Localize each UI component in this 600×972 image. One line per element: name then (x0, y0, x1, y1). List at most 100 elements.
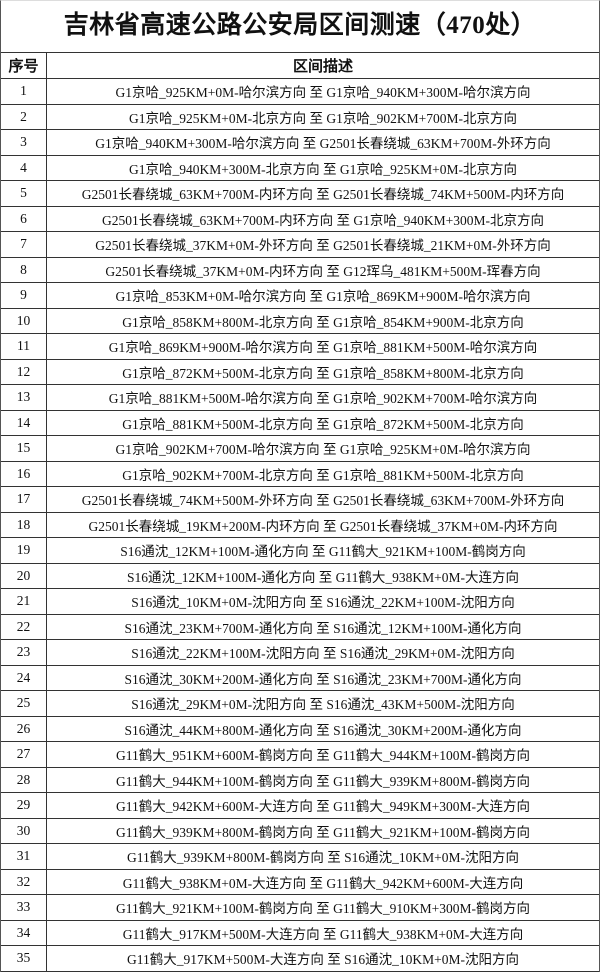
row-description-cell: G2501长春绕城_63KM+700M-内环方向 至 G1京哈_940KM+30… (46, 205, 599, 232)
table-row: 17 G2501长春绕城_74KM+500M-外环方向 至 G2501长春绕城_6… (1, 486, 599, 513)
row-description-cell: G11鹤大_939KM+800M-鹤岗方向 至 S16通沈_10KM+0M-沈阳… (46, 843, 599, 870)
row-index-cell: 12 (1, 358, 47, 385)
table-row: 31 G11鹤大_939KM+800M-鹤岗方向 至 S16通沈_10KM+0M-… (1, 843, 599, 870)
table-row: 28 G11鹤大_944KM+100M-鹤岗方向 至 G11鹤大_939KM+80… (1, 766, 599, 793)
row-index-cell: 8 (1, 256, 47, 283)
column-header-description: 区间描述 (46, 53, 599, 79)
table-row: 19 S16通沈_12KM+100M-通化方向 至 G11鹤大_921KM+100… (1, 537, 599, 564)
table-row: 33 G11鹤大_921KM+100M-鹤岗方向 至 G11鹤大_910KM+30… (1, 894, 599, 921)
table-row: 18 G2501长春绕城_19KM+200M-内环方向 至 G2501长春绕城_3… (1, 511, 599, 538)
table-row: 23 S16通沈_22KM+100M-沈阳方向 至 S16通沈_29KM+0M-沈… (1, 639, 599, 666)
row-index-cell: 32 (1, 868, 47, 895)
row-index-cell: 18 (1, 511, 47, 538)
table-row: 9 G1京哈_853KM+0M-哈尔滨方向 至 G1京哈_869KM+900M-哈… (1, 282, 599, 309)
table-row: 25 S16通沈_29KM+0M-沈阳方向 至 S16通沈_43KM+500M-沈… (1, 690, 599, 717)
table-row: 13 G1京哈_881KM+500M-哈尔滨方向 至 G1京哈_902KM+700… (1, 384, 599, 411)
row-index-cell: 7 (1, 231, 47, 258)
row-index-cell: 1 (1, 78, 47, 105)
table-row: 3 G1京哈_940KM+300M-哈尔滨方向 至 G2501长春绕城_63KM+… (1, 129, 599, 156)
table-row: 1 G1京哈_925KM+0M-哈尔滨方向 至 G1京哈_940KM+300M-哈… (1, 78, 599, 105)
table-row: 8 G2501长春绕城_37KM+0M-内环方向 至 G12珲乌_481KM+50… (1, 256, 599, 283)
row-description-cell: G2501长春绕城_63KM+700M-内环方向 至 G2501长春绕城_74K… (46, 180, 599, 207)
row-index-cell: 2 (1, 103, 47, 130)
row-description-cell: G11鹤大_939KM+800M-鹤岗方向 至 G11鹤大_921KM+100M… (46, 817, 599, 844)
row-description-cell: G1京哈_940KM+300M-北京方向 至 G1京哈_925KM+0M-北京方… (46, 154, 599, 181)
row-description-cell: G1京哈_902KM+700M-北京方向 至 G1京哈_881KM+500M-北… (46, 460, 599, 487)
table-header-row: 序号 区间描述 (1, 53, 599, 79)
row-index-cell: 11 (1, 333, 47, 360)
row-index-cell: 33 (1, 894, 47, 921)
row-description-cell: S16通沈_22KM+100M-沈阳方向 至 S16通沈_29KM+0M-沈阳方… (46, 639, 599, 666)
row-index-cell: 20 (1, 562, 47, 589)
row-description-cell: G11鹤大_917KM+500M-大连方向 至 G11鹤大_938KM+0M-大… (46, 919, 599, 946)
table-row: 21 S16通沈_10KM+0M-沈阳方向 至 S16通沈_22KM+100M-沈… (1, 588, 599, 615)
row-description-cell: S16通沈_29KM+0M-沈阳方向 至 S16通沈_43KM+500M-沈阳方… (46, 690, 599, 717)
row-index-cell: 22 (1, 613, 47, 640)
row-description-cell: G11鹤大_938KM+0M-大连方向 至 G11鹤大_942KM+600M-大… (46, 868, 599, 895)
table-row: 12 G1京哈_872KM+500M-北京方向 至 G1京哈_858KM+800M… (1, 358, 599, 385)
table-row: 7 G2501长春绕城_37KM+0M-外环方向 至 G2501长春绕城_21KM… (1, 231, 599, 258)
table-row: 14 G1京哈_881KM+500M-北京方向 至 G1京哈_872KM+500M… (1, 409, 599, 436)
row-description-cell: S16通沈_12KM+100M-通化方向 至 G11鹤大_938KM+0M-大连… (46, 562, 599, 589)
row-index-cell: 25 (1, 690, 47, 717)
row-index-cell: 29 (1, 792, 47, 819)
row-index-cell: 31 (1, 843, 47, 870)
table-row: 2 G1京哈_925KM+0M-北京方向 至 G1京哈_902KM+700M-北京… (1, 103, 599, 130)
table-row: 16 G1京哈_902KM+700M-北京方向 至 G1京哈_881KM+500M… (1, 460, 599, 487)
row-index-cell: 35 (1, 945, 47, 972)
row-index-cell: 28 (1, 766, 47, 793)
table-row: 15 G1京哈_902KM+700M-哈尔滨方向 至 G1京哈_925KM+0M-… (1, 435, 599, 462)
row-description-cell: G1京哈_940KM+300M-哈尔滨方向 至 G2501长春绕城_63KM+7… (46, 129, 599, 156)
page-title: 吉林省高速公路公安局区间测速（470处） (1, 1, 599, 53)
table-row: 6 G2501长春绕城_63KM+700M-内环方向 至 G1京哈_940KM+3… (1, 205, 599, 232)
row-description-cell: S16通沈_23KM+700M-通化方向 至 S16通沈_12KM+100M-通… (46, 613, 599, 640)
table-row: 10 G1京哈_858KM+800M-北京方向 至 G1京哈_854KM+900M… (1, 307, 599, 334)
row-description-cell: S16通沈_10KM+0M-沈阳方向 至 S16通沈_22KM+100M-沈阳方… (46, 588, 599, 615)
row-index-cell: 21 (1, 588, 47, 615)
row-description-cell: G11鹤大_917KM+500M-大连方向 至 S16通沈_10KM+0M-沈阳… (46, 945, 599, 972)
row-index-cell: 3 (1, 129, 47, 156)
row-description-cell: G1京哈_853KM+0M-哈尔滨方向 至 G1京哈_869KM+900M-哈尔… (46, 282, 599, 309)
row-index-cell: 26 (1, 715, 47, 742)
row-index-cell: 24 (1, 664, 47, 691)
row-description-cell: G1京哈_881KM+500M-北京方向 至 G1京哈_872KM+500M-北… (46, 409, 599, 436)
row-index-cell: 4 (1, 154, 47, 181)
row-description-cell: G2501长春绕城_74KM+500M-外环方向 至 G2501长春绕城_63K… (46, 486, 599, 513)
table-row: 35 G11鹤大_917KM+500M-大连方向 至 S16通沈_10KM+0M-… (1, 945, 599, 972)
row-description-cell: G1京哈_925KM+0M-哈尔滨方向 至 G1京哈_940KM+300M-哈尔… (46, 78, 599, 105)
row-description-cell: G2501长春绕城_19KM+200M-内环方向 至 G2501长春绕城_37K… (46, 511, 599, 538)
table-row: 26 S16通沈_44KM+800M-通化方向 至 S16通沈_30KM+200M… (1, 715, 599, 742)
row-description-cell: G2501长春绕城_37KM+0M-内环方向 至 G12珲乌_481KM+500… (46, 256, 599, 283)
row-description-cell: G1京哈_872KM+500M-北京方向 至 G1京哈_858KM+800M-北… (46, 358, 599, 385)
table-row: 20 S16通沈_12KM+100M-通化方向 至 G11鹤大_938KM+0M-… (1, 562, 599, 589)
row-index-cell: 27 (1, 741, 47, 768)
row-index-cell: 6 (1, 205, 47, 232)
speed-section-table: 序号 区间描述 1 G1京哈_925KM+0M-哈尔滨方向 至 G1京哈_940K… (1, 53, 599, 972)
row-index-cell: 23 (1, 639, 47, 666)
row-index-cell: 5 (1, 180, 47, 207)
row-description-cell: S16通沈_30KM+200M-通化方向 至 S16通沈_23KM+700M-通… (46, 664, 599, 691)
row-index-cell: 34 (1, 919, 47, 946)
table-row: 24 S16通沈_30KM+200M-通化方向 至 S16通沈_23KM+700M… (1, 664, 599, 691)
row-description-cell: G1京哈_902KM+700M-哈尔滨方向 至 G1京哈_925KM+0M-哈尔… (46, 435, 599, 462)
table-row: 4 G1京哈_940KM+300M-北京方向 至 G1京哈_925KM+0M-北京… (1, 154, 599, 181)
row-index-cell: 30 (1, 817, 47, 844)
row-description-cell: G1京哈_869KM+900M-哈尔滨方向 至 G1京哈_881KM+500M-… (46, 333, 599, 360)
table-row: 5 G2501长春绕城_63KM+700M-内环方向 至 G2501长春绕城_74… (1, 180, 599, 207)
row-index-cell: 17 (1, 486, 47, 513)
row-index-cell: 16 (1, 460, 47, 487)
row-description-cell: S16通沈_12KM+100M-通化方向 至 G11鹤大_921KM+100M-… (46, 537, 599, 564)
table-row: 22 S16通沈_23KM+700M-通化方向 至 S16通沈_12KM+100M… (1, 613, 599, 640)
row-index-cell: 10 (1, 307, 47, 334)
row-description-cell: G1京哈_925KM+0M-北京方向 至 G1京哈_902KM+700M-北京方… (46, 103, 599, 130)
row-index-cell: 14 (1, 409, 47, 436)
row-description-cell: S16通沈_44KM+800M-通化方向 至 S16通沈_30KM+200M-通… (46, 715, 599, 742)
table-row: 29 G11鹤大_942KM+600M-大连方向 至 G11鹤大_949KM+30… (1, 792, 599, 819)
table-row: 11 G1京哈_869KM+900M-哈尔滨方向 至 G1京哈_881KM+500… (1, 333, 599, 360)
table-row: 30 G11鹤大_939KM+800M-鹤岗方向 至 G11鹤大_921KM+10… (1, 817, 599, 844)
row-description-cell: G1京哈_881KM+500M-哈尔滨方向 至 G1京哈_902KM+700M-… (46, 384, 599, 411)
table-row: 32 G11鹤大_938KM+0M-大连方向 至 G11鹤大_942KM+600M… (1, 868, 599, 895)
row-index-cell: 15 (1, 435, 47, 462)
row-description-cell: G2501长春绕城_37KM+0M-外环方向 至 G2501长春绕城_21KM+… (46, 231, 599, 258)
